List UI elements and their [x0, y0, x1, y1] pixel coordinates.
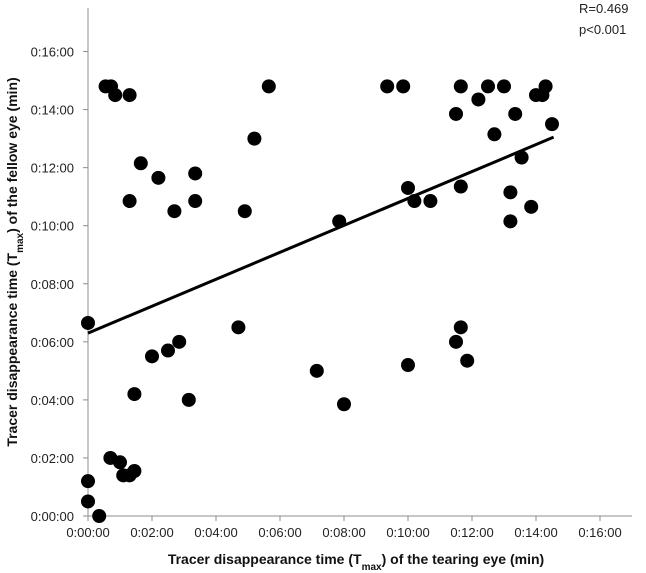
data-point	[337, 397, 351, 412]
data-point	[481, 79, 495, 94]
x-tick-label: 0:10:00	[386, 525, 429, 540]
data-point	[81, 474, 95, 489]
data-point	[407, 194, 422, 209]
y-tick-label: 0:10:00	[31, 219, 74, 234]
data-point	[380, 79, 395, 94]
data-point	[332, 214, 347, 229]
data-point	[151, 170, 166, 185]
y-tick-label: 0:08:00	[31, 277, 74, 292]
data-point	[545, 117, 559, 132]
data-point	[497, 79, 511, 94]
data-point	[309, 363, 324, 378]
data-point	[508, 106, 523, 121]
data-point	[127, 387, 142, 402]
data-point	[487, 127, 502, 142]
data-point	[503, 185, 518, 200]
x-tick-label: 0:08:00	[322, 525, 365, 540]
data-point	[188, 166, 203, 181]
data-point	[122, 88, 137, 103]
data-point	[127, 464, 142, 479]
data-point	[181, 392, 196, 407]
data-point	[231, 320, 246, 335]
data-point	[145, 349, 159, 364]
data-point	[453, 320, 468, 335]
data-point	[172, 334, 187, 349]
x-tick-label: 0:14:00	[514, 525, 557, 540]
data-point	[401, 358, 415, 373]
y-tick-label: 0:16:00	[31, 45, 74, 60]
data-point	[503, 214, 518, 229]
y-tick-label: 0:02:00	[31, 451, 74, 466]
data-point	[81, 494, 95, 509]
data-point	[460, 353, 475, 368]
x-tick-label: 0:00:00	[66, 525, 109, 540]
data-point	[401, 180, 415, 195]
data-point	[471, 92, 486, 107]
data-point	[524, 199, 539, 214]
data-point	[167, 204, 182, 219]
stat-r: R=0.469	[579, 1, 629, 16]
data-point	[538, 79, 553, 94]
plot-area: 0:00:00 0:02:00 0:04:00 0:06:00 0:08:00 0:10:…	[31, 8, 632, 540]
x-axis-ticks: 0:00:00 0:02:00 0:04:00 0:06:00 0:08:00 0:10:…	[66, 516, 622, 540]
data-point	[449, 106, 463, 121]
data-point	[92, 509, 107, 523]
data-point	[453, 179, 468, 194]
y-tick-label: 0:14:00	[31, 103, 74, 118]
data-point	[108, 88, 123, 103]
data-point	[237, 204, 252, 219]
data-point	[261, 79, 276, 94]
data-point	[133, 156, 148, 171]
data-point	[423, 194, 438, 209]
data-point	[514, 150, 529, 165]
data-point	[449, 334, 463, 349]
data-point	[396, 79, 411, 94]
x-tick-label: 0:06:00	[258, 525, 301, 540]
data-point	[81, 315, 95, 330]
x-tick-label: 0:16:00	[578, 525, 621, 540]
y-tick-label: 0:00:00	[31, 509, 74, 524]
data-point	[453, 79, 468, 94]
y-axis-ticks: 0:00:00 0:02:00 0:04:00 0:06:00 0:08:00 0:10:…	[31, 45, 88, 524]
y-tick-label: 0:04:00	[31, 393, 74, 408]
y-axis-title: Tracer disappearance time (Tmax) of the …	[4, 77, 26, 446]
trend-line	[87, 135, 555, 335]
y-tick-label: 0:12:00	[31, 161, 74, 176]
data-points	[81, 79, 559, 523]
data-point	[161, 343, 175, 358]
stat-p: p<0.001	[579, 22, 626, 37]
data-point	[122, 194, 137, 209]
data-point	[113, 455, 127, 470]
data-point	[247, 131, 262, 146]
y-tick-label: 0:06:00	[31, 335, 74, 350]
x-tick-label: 0:04:00	[194, 525, 237, 540]
x-tick-label: 0:02:00	[130, 525, 173, 540]
x-tick-label: 0:12:00	[450, 525, 493, 540]
x-axis-title: Tracer disappearance time (Tmax) of the …	[168, 551, 544, 573]
data-point	[188, 194, 203, 209]
